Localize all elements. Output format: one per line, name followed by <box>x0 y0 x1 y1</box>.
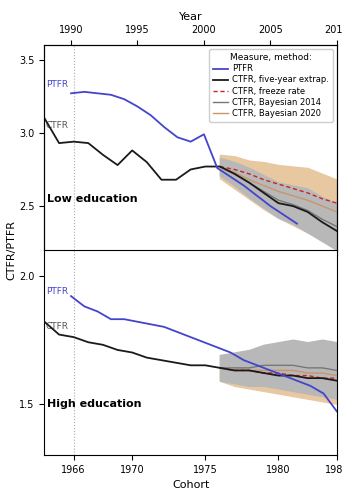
Text: PTFR: PTFR <box>46 80 68 89</box>
Text: CTFR: CTFR <box>46 121 69 130</box>
Text: CTFR/PTFR: CTFR/PTFR <box>7 220 17 280</box>
Text: Low education: Low education <box>48 194 138 203</box>
Text: CTFR: CTFR <box>46 322 69 332</box>
Text: High education: High education <box>48 399 142 409</box>
Text: PTFR: PTFR <box>46 286 68 296</box>
X-axis label: Year: Year <box>179 12 202 22</box>
Legend: PTFR, CTFR, five-year extrap., CTFR, freeze rate, CTFR, Bayesian 2014, CTFR, Bay: PTFR, CTFR, five-year extrap., CTFR, fre… <box>209 49 333 122</box>
X-axis label: Cohort: Cohort <box>172 480 209 490</box>
